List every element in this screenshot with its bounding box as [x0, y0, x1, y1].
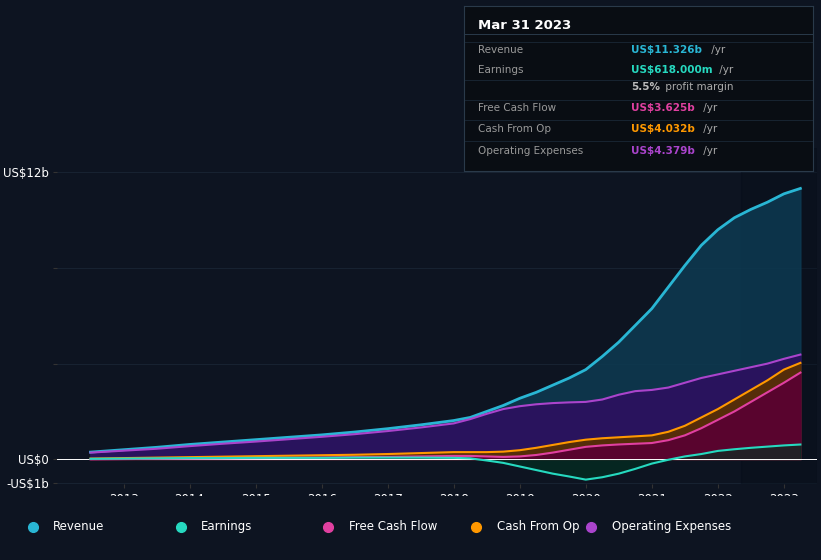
- Text: /yr: /yr: [700, 124, 718, 134]
- Text: profit margin: profit margin: [662, 82, 733, 91]
- Text: Earnings: Earnings: [201, 520, 253, 533]
- Bar: [741, 148, 817, 484]
- Text: US$4.032b: US$4.032b: [631, 124, 695, 134]
- Text: 5.5%: 5.5%: [631, 82, 660, 91]
- Text: US$4.379b: US$4.379b: [631, 146, 695, 156]
- Text: Free Cash Flow: Free Cash Flow: [478, 103, 556, 113]
- Text: Operating Expenses: Operating Expenses: [478, 146, 583, 156]
- Text: /yr: /yr: [700, 103, 718, 113]
- Text: Cash From Op: Cash From Op: [497, 520, 579, 533]
- Text: /yr: /yr: [716, 65, 733, 75]
- Text: /yr: /yr: [700, 146, 718, 156]
- Text: US$11.326b: US$11.326b: [631, 45, 702, 55]
- Text: Mar 31 2023: Mar 31 2023: [478, 19, 571, 32]
- Text: US$3.625b: US$3.625b: [631, 103, 695, 113]
- Text: /yr: /yr: [708, 45, 726, 55]
- Text: US$618.000m: US$618.000m: [631, 65, 713, 75]
- Text: Earnings: Earnings: [478, 65, 523, 75]
- Text: Free Cash Flow: Free Cash Flow: [349, 520, 438, 533]
- Text: Revenue: Revenue: [478, 45, 523, 55]
- Text: Operating Expenses: Operating Expenses: [612, 520, 731, 533]
- Text: Revenue: Revenue: [53, 520, 105, 533]
- Text: Cash From Op: Cash From Op: [478, 124, 551, 134]
